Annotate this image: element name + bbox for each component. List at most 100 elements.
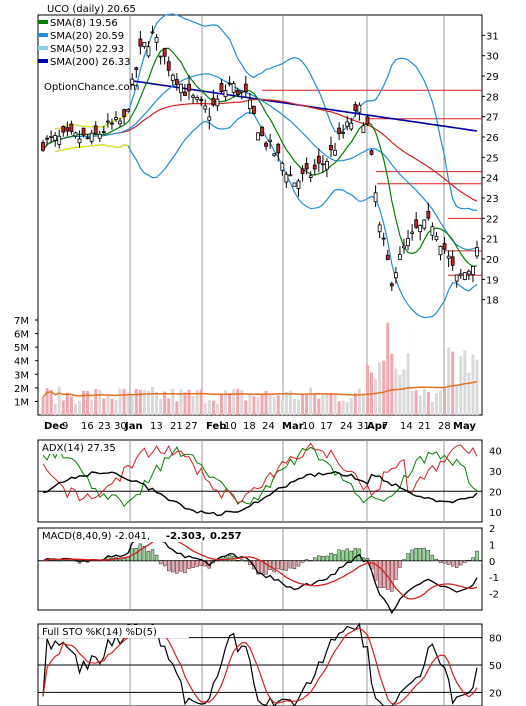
- macd-histogram-bar: [410, 549, 414, 562]
- macd-histogram-bar: [150, 549, 155, 562]
- candle-body: [45, 137, 49, 140]
- volume-bar: [406, 353, 410, 415]
- volume-bar: [110, 398, 114, 415]
- volume-bar: [463, 350, 467, 415]
- volume-bar: [211, 400, 215, 415]
- candle-body: [142, 42, 147, 47]
- macd-histogram-bar: [337, 549, 341, 561]
- macd-histogram-bar: [284, 560, 289, 571]
- candle-body: [252, 105, 256, 114]
- candle-body: [308, 175, 313, 178]
- candle-body: [166, 61, 171, 71]
- legend-swatch: [38, 59, 48, 63]
- candle-body: [365, 116, 370, 125]
- volume-bar: [228, 393, 232, 415]
- macd-tick-label: 0: [489, 557, 495, 568]
- x-tick-label: Mar: [282, 421, 304, 432]
- candle-body: [170, 74, 175, 81]
- macd-histogram-bar: [475, 550, 479, 561]
- volume-bar: [130, 395, 134, 415]
- volume-bar: [159, 399, 163, 415]
- macd-histogram-bar: [450, 560, 455, 567]
- candle-body: [110, 122, 114, 125]
- candle-body: [162, 48, 167, 57]
- adx-panel-frame: [37, 439, 483, 523]
- volume-bar: [49, 390, 53, 415]
- x-tick-label: 10: [224, 421, 237, 432]
- candle-body: [150, 31, 155, 34]
- macd-histogram-bar: [187, 560, 191, 569]
- volume-bar: [325, 394, 329, 415]
- macd-histogram-bar: [118, 558, 122, 562]
- candle-body: [475, 247, 479, 257]
- volume-bar: [374, 379, 378, 415]
- sto-tick-label: 50: [489, 661, 502, 672]
- volume-bar: [179, 389, 183, 415]
- candle-body: [466, 270, 471, 275]
- volume-bar: [114, 399, 118, 415]
- candle-body: [296, 180, 301, 189]
- macd-histogram-bar: [300, 560, 305, 563]
- volume-bar: [207, 400, 211, 415]
- volume-bar: [90, 399, 94, 415]
- macd-histogram-bar: [195, 560, 199, 567]
- macd-histogram-bar: [446, 560, 451, 565]
- legend-entry: SMA(8) 19.56: [50, 18, 118, 29]
- x-tick-label: 14: [400, 421, 413, 432]
- volume-bar: [146, 390, 150, 415]
- macd-tick-label: -2: [489, 590, 499, 601]
- candle-body: [53, 135, 58, 141]
- candle-body: [260, 126, 264, 136]
- sma20-line: [42, 73, 478, 251]
- volume-bar: [155, 391, 159, 415]
- candle-body: [227, 82, 232, 85]
- volume-bar: [61, 400, 65, 415]
- macd-histogram-bar: [134, 548, 138, 561]
- volume-bar: [292, 398, 296, 415]
- candle-body: [292, 182, 297, 187]
- candle-body: [126, 109, 131, 112]
- candle-body: [118, 120, 122, 125]
- legend-swatch: [38, 20, 48, 24]
- candle-body: [377, 224, 382, 233]
- volume-bar: [272, 397, 276, 415]
- volume-bar: [65, 392, 69, 415]
- macd-histogram-bar: [317, 555, 321, 561]
- candle-body: [101, 131, 106, 134]
- x-tick-label: Feb: [206, 421, 226, 432]
- candle-body: [239, 90, 244, 93]
- candle-body: [191, 95, 195, 98]
- volume-bar: [167, 398, 171, 415]
- macd-histogram-bar: [430, 554, 435, 562]
- volume-tick-label: 6M: [14, 330, 29, 341]
- y-tick-label: 18: [486, 296, 499, 307]
- macd-histogram-bar: [369, 560, 374, 570]
- volume-bar: [45, 388, 49, 415]
- macd-histogram-bar: [272, 560, 276, 573]
- y-tick-label: 26: [486, 133, 499, 144]
- macd-histogram-bar: [179, 560, 183, 572]
- candle-body: [369, 150, 374, 155]
- macd-histogram-bar: [394, 560, 398, 580]
- volume-bar: [183, 392, 187, 415]
- macd-histogram-bar: [162, 560, 167, 567]
- volume-bar: [215, 403, 219, 415]
- volume-bar: [443, 388, 447, 415]
- macd-histogram-bar: [406, 553, 410, 561]
- candle-body: [105, 120, 110, 123]
- x-tick-label: 18: [243, 421, 256, 432]
- volume-bar: [280, 399, 284, 415]
- volume-tick-label: 3M: [14, 370, 29, 381]
- candle-body: [316, 155, 321, 164]
- candle-body: [276, 143, 281, 154]
- candle-body: [357, 104, 362, 113]
- sto-tick-label: 80: [489, 634, 502, 645]
- volume-bar: [203, 403, 207, 415]
- x-tick-label: 10: [302, 421, 315, 432]
- candle-body: [41, 142, 45, 151]
- volume-bar: [284, 391, 288, 415]
- macd-histogram-bar: [227, 555, 232, 562]
- candle-body: [341, 132, 346, 134]
- volume-bar: [402, 369, 406, 415]
